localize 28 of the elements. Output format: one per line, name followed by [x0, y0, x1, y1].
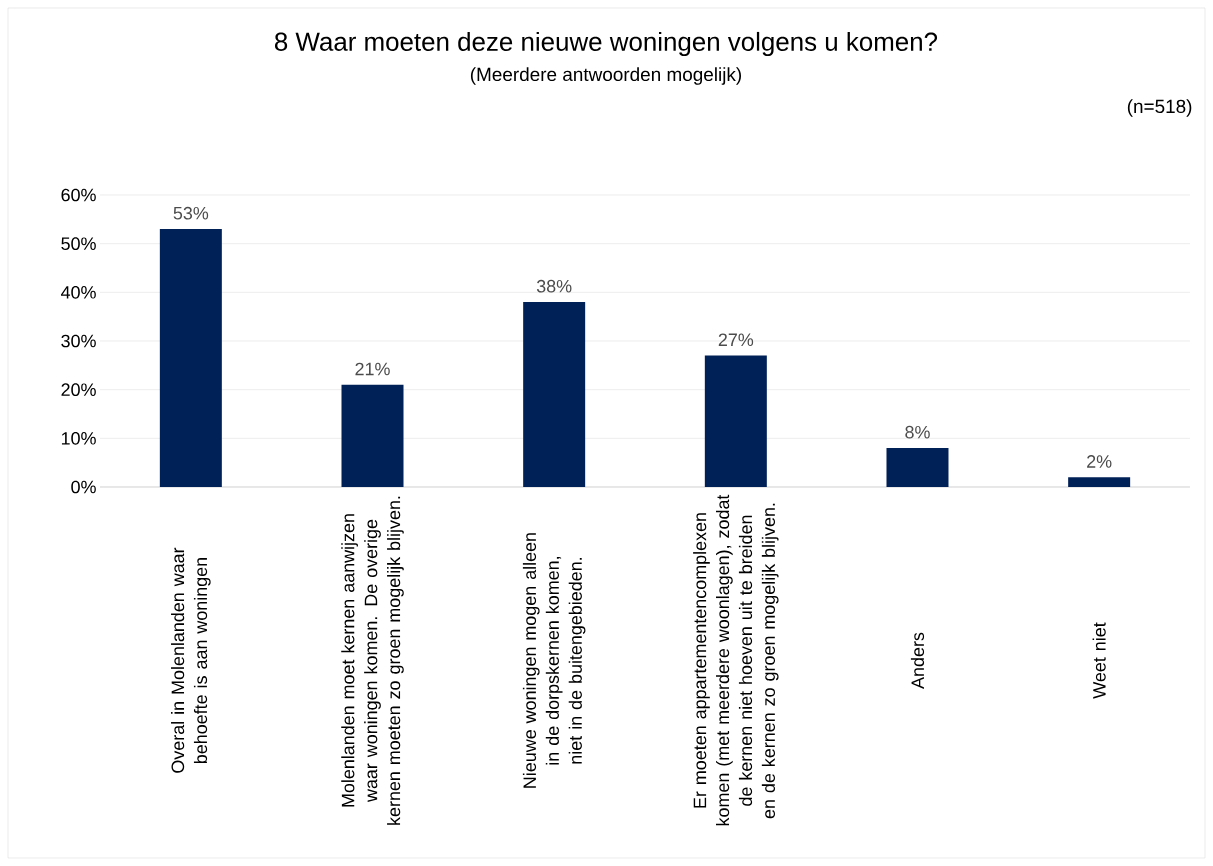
chart-subtitle: (Meerdere antwoorden mogelijk) [470, 67, 741, 85]
bar [886, 448, 949, 487]
chart-title: 8 Waar moeten deze nieuwe woningen volgens u komen? [274, 31, 938, 57]
data-label: 38% [536, 279, 572, 293]
x-tick-label: Nieuwe woningen mogen alleen in de dorpskernen komen, niet in de buitengebieden. [522, 533, 586, 788]
y-tick-label: 0% [71, 480, 96, 494]
x-tick-label: Anders [910, 632, 925, 689]
bar [704, 355, 767, 487]
data-label: 53% [173, 206, 209, 220]
data-label: 27% [718, 333, 754, 347]
y-tick-label: 40% [61, 285, 96, 299]
y-tick-label: 10% [61, 431, 96, 445]
data-label: 21% [355, 362, 390, 376]
y-tick-label: 30% [61, 334, 96, 348]
data-label: 2% [1087, 455, 1112, 468]
bar [341, 384, 404, 487]
y-tick-label: 50% [61, 237, 96, 250]
data-label: 8% [905, 425, 930, 439]
bar [1068, 477, 1131, 487]
x-tick-label: Er moeten appartementencomplexen komen (met meerdere woonlagen), zodat de kernen niet hoeven uit te breiden en de kernen zo groen mogelijk blijven. [693, 494, 779, 826]
x-tick-label: Molenlanden moet kernen aanwijzen waar woningen komen. De overige kernen moeten zo groen mogelijk blijven. [341, 496, 404, 825]
bar [159, 229, 222, 487]
x-tick-label: Overal in Molenlanden waar behoefte is aan woningen [171, 547, 211, 773]
bar [523, 302, 586, 487]
x-tick-label: Weet niet [1092, 622, 1106, 699]
y-tick-label: 20% [61, 383, 96, 396]
text: (n=518) [1127, 99, 1192, 117]
y-tick-label: 60% [61, 188, 96, 202]
